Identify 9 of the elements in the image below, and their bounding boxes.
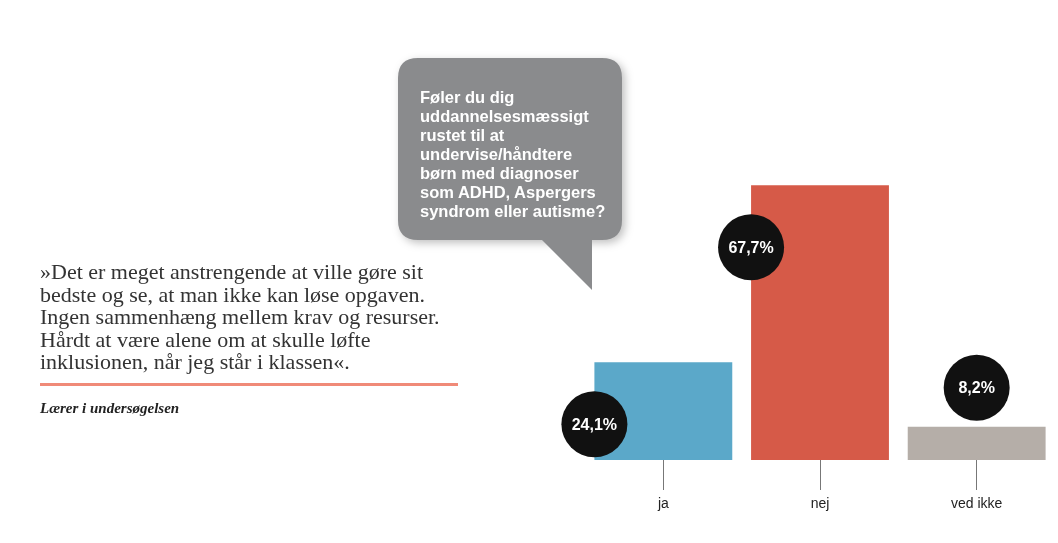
data-label: 67,7% (728, 238, 774, 256)
data-label: 24,1% (571, 415, 618, 433)
data-label: 8,2% (958, 379, 995, 397)
x-tick-label: ved ikke (950, 495, 1003, 511)
chart-title: Føler du dig uddannelsesmæssigt rustet til at undervise/håndtere børn med diagnoser som ADHD, Aspergers syndrom eller autisme? (420, 88, 607, 221)
x-tick-label: nej (810, 495, 830, 511)
x-tick-label: ja (656, 495, 669, 511)
text: Lærer i undersøgelsen (40, 400, 180, 417)
text: »Det er meget anstrengende at ville gøre sit bedste og se, at man ikke kan løse opgaven. Ingen sammenhæng mellem krav og resurser. Hårdt at være alene om at skulle løfte inklusionen, når jeg står i klassen«. (40, 259, 441, 374)
